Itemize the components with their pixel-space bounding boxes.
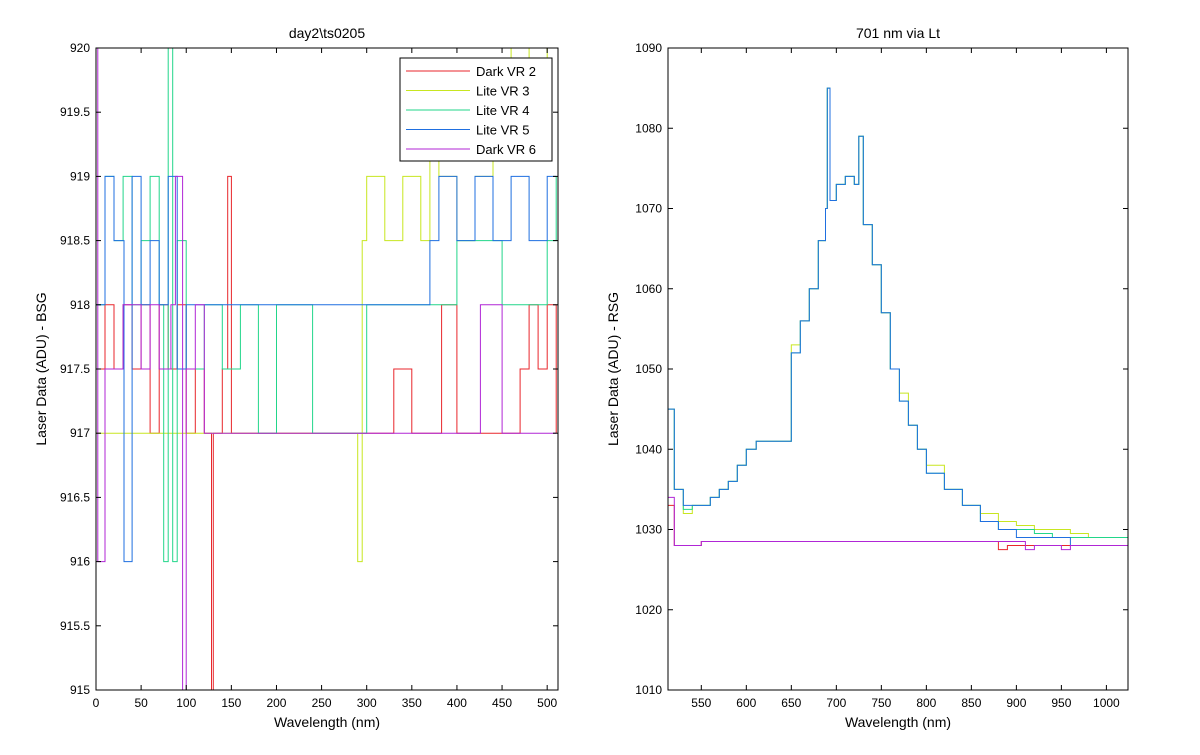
x-tick-label: 50 xyxy=(134,696,148,710)
y-tick-label: 1070 xyxy=(635,202,662,216)
legend-label: Dark VR 6 xyxy=(476,142,536,157)
y-tick-label: 919.5 xyxy=(60,105,90,119)
x-axis-label: Wavelength (nm) xyxy=(845,714,951,730)
x-tick-label: 350 xyxy=(402,696,422,710)
x-axis-label: Wavelength (nm) xyxy=(274,714,380,730)
x-tick-label: 450 xyxy=(492,696,512,710)
legend: Dark VR 2 Lite VR 3 Lite VR 4 Lite VR 5 Dark… xyxy=(399,57,553,162)
series-line-4 xyxy=(668,87,1128,546)
series-group xyxy=(668,87,1128,551)
legend-label: Lite VR 5 xyxy=(476,123,529,138)
y-tick-label: 1010 xyxy=(635,683,662,697)
y-tick-label: 917.5 xyxy=(60,362,90,376)
x-tick-label: 550 xyxy=(691,696,711,710)
x-tick-label: 1000 xyxy=(1093,696,1120,710)
y-tick-label: 917 xyxy=(70,426,90,440)
y-tick-label: 920 xyxy=(70,41,90,55)
x-tick-label: 400 xyxy=(447,696,467,710)
legend-label: Dark VR 2 xyxy=(476,64,536,79)
y-tick-label: 916.5 xyxy=(60,490,90,504)
y-axis-label: Laser Data (ADU) - RSG xyxy=(605,292,621,446)
x-tick-label: 850 xyxy=(961,696,981,710)
chart-panel-2: 550 600 650 700 750 800 850 900 950 1000 1010 1020 1… xyxy=(605,25,1129,730)
y-tick-label: 1050 xyxy=(635,362,662,376)
y-tick-label: 916 xyxy=(70,555,90,569)
x-tick-label: 500 xyxy=(537,696,557,710)
y-tick-label: 918 xyxy=(70,298,90,312)
x-tick-label: 750 xyxy=(871,696,891,710)
y-axis-label: Laser Data (ADU) - BSG xyxy=(33,292,49,445)
series-group xyxy=(96,48,557,690)
x-tick-label: 250 xyxy=(312,696,332,710)
x-tick-label: 650 xyxy=(781,696,801,710)
y-tick-label: 1030 xyxy=(635,523,662,537)
series-line-5 xyxy=(96,48,557,690)
x-tick-label: 0 xyxy=(93,696,100,710)
y-tick-label: 1060 xyxy=(635,282,662,296)
chart-panel-1: 0 50 100 150 200 250 300 350 400 450 500 915 915.5 91… xyxy=(33,25,559,730)
x-tick-label: 600 xyxy=(736,696,756,710)
y-tick-label: 1080 xyxy=(635,121,662,135)
chart-title: 701 nm via Lt xyxy=(856,25,940,41)
y-tick-label: 918.5 xyxy=(60,234,90,248)
series-line-4 xyxy=(96,175,557,563)
legend-label: Lite VR 4 xyxy=(476,103,529,118)
x-tick-label: 800 xyxy=(916,696,936,710)
x-tick-label: 300 xyxy=(357,696,377,710)
x-tick-label: 100 xyxy=(176,696,196,710)
x-tick-label: 900 xyxy=(1006,696,1026,710)
y-tick-label: 1020 xyxy=(635,603,662,617)
chart-title: day2\ts0205 xyxy=(289,25,365,41)
y-tick-label: 915 xyxy=(70,683,90,697)
x-tick-label: 150 xyxy=(221,696,241,710)
y-tick-label: 1040 xyxy=(635,442,662,456)
legend-label: Lite VR 3 xyxy=(476,84,529,99)
x-tick-label: 200 xyxy=(266,696,286,710)
y-tick-label: 915.5 xyxy=(60,619,90,633)
x-tick-label: 950 xyxy=(1051,696,1071,710)
y-tick-label: 919 xyxy=(70,169,90,183)
x-tick-label: 700 xyxy=(826,696,846,710)
series-line-5 xyxy=(668,496,1128,551)
y-tick-label: 1090 xyxy=(635,41,662,55)
